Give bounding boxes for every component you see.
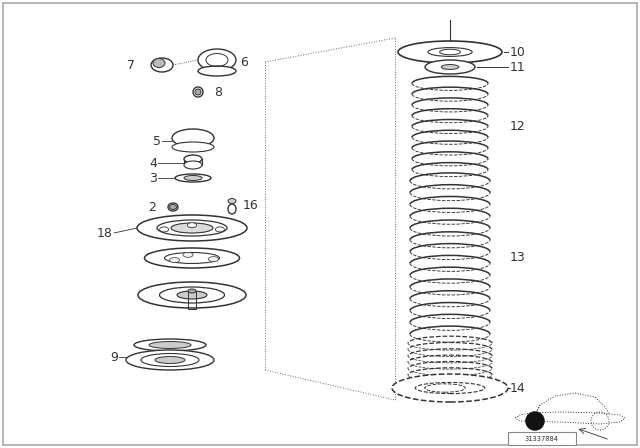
Ellipse shape <box>170 204 177 210</box>
Ellipse shape <box>172 142 214 152</box>
Ellipse shape <box>155 357 185 363</box>
Ellipse shape <box>164 253 220 263</box>
Ellipse shape <box>392 374 508 402</box>
Text: 9: 9 <box>110 350 118 363</box>
Text: 14: 14 <box>510 382 525 395</box>
Text: 16: 16 <box>243 198 259 211</box>
Ellipse shape <box>126 350 214 370</box>
Text: 5: 5 <box>153 134 161 147</box>
Ellipse shape <box>157 220 227 236</box>
Text: 4: 4 <box>149 156 157 169</box>
Text: 17: 17 <box>146 251 162 264</box>
Ellipse shape <box>172 129 214 147</box>
Ellipse shape <box>209 257 218 262</box>
Text: 31337084: 31337084 <box>525 436 559 442</box>
Ellipse shape <box>184 176 202 181</box>
Ellipse shape <box>228 204 236 214</box>
Ellipse shape <box>195 89 201 95</box>
Text: 12: 12 <box>510 120 525 133</box>
Ellipse shape <box>441 65 459 69</box>
Ellipse shape <box>149 341 191 349</box>
Ellipse shape <box>183 252 193 257</box>
Ellipse shape <box>168 203 178 211</box>
Ellipse shape <box>175 174 211 182</box>
Ellipse shape <box>198 49 236 71</box>
Ellipse shape <box>198 66 236 76</box>
Text: 2: 2 <box>148 201 156 214</box>
Ellipse shape <box>171 223 213 233</box>
Ellipse shape <box>188 289 196 293</box>
Ellipse shape <box>425 60 475 74</box>
Text: 11: 11 <box>510 60 525 73</box>
Circle shape <box>526 412 544 430</box>
Text: 3: 3 <box>149 172 157 185</box>
Ellipse shape <box>159 287 225 303</box>
Text: 7: 7 <box>127 59 135 72</box>
Text: 6: 6 <box>240 56 248 69</box>
Ellipse shape <box>184 161 202 169</box>
Text: 1: 1 <box>147 285 155 298</box>
Ellipse shape <box>188 223 196 228</box>
Text: 18: 18 <box>97 227 113 240</box>
Ellipse shape <box>137 215 247 241</box>
Ellipse shape <box>177 291 207 299</box>
Ellipse shape <box>398 41 502 63</box>
Ellipse shape <box>184 155 202 163</box>
Text: 8: 8 <box>214 86 222 99</box>
Ellipse shape <box>134 339 206 351</box>
Ellipse shape <box>141 353 199 366</box>
Ellipse shape <box>138 282 246 308</box>
Ellipse shape <box>228 198 236 203</box>
Ellipse shape <box>216 227 225 232</box>
Ellipse shape <box>170 258 180 263</box>
Ellipse shape <box>153 59 165 68</box>
Text: 10: 10 <box>510 46 526 59</box>
Ellipse shape <box>151 58 173 72</box>
Ellipse shape <box>193 87 203 97</box>
Ellipse shape <box>159 227 168 232</box>
Ellipse shape <box>145 248 239 268</box>
Text: 15: 15 <box>147 221 163 234</box>
Bar <box>508 432 576 445</box>
Text: 13: 13 <box>510 251 525 264</box>
